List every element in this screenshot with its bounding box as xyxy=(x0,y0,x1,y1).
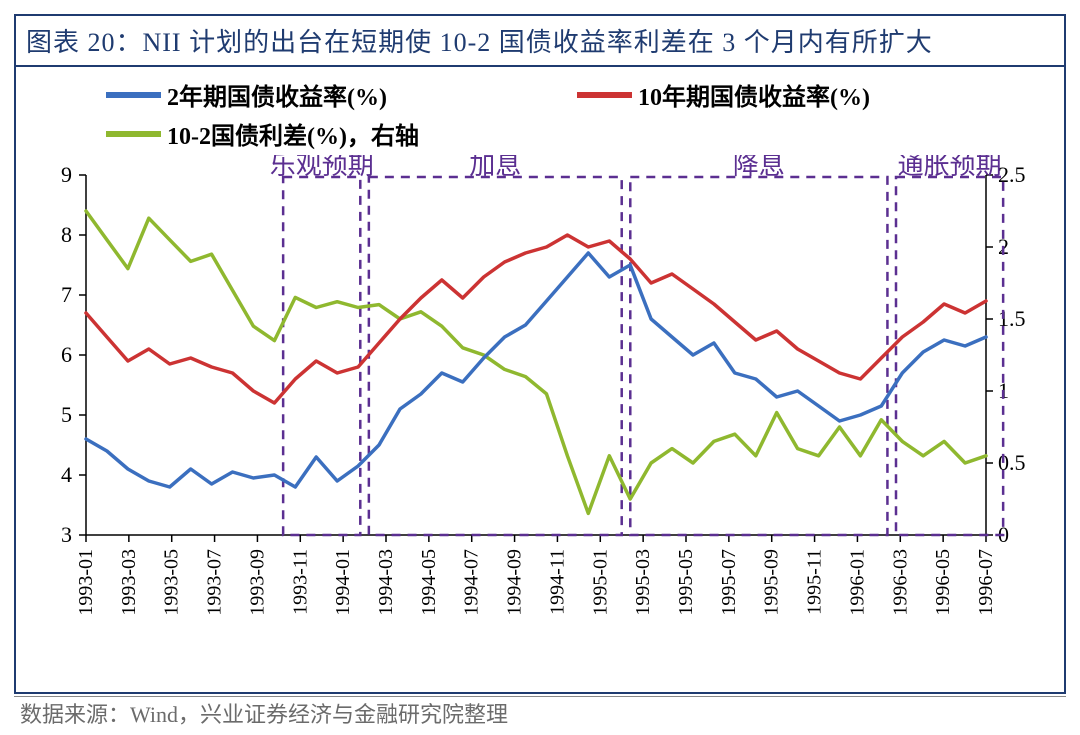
svg-text:加息: 加息 xyxy=(469,155,521,180)
svg-text:1995-11: 1995-11 xyxy=(804,549,826,615)
svg-text:1993-05: 1993-05 xyxy=(161,549,183,616)
frame-inner: 图表 20：NII 计划的出台在短期使 10-2 国债收益率利差在 3 个月内有… xyxy=(16,16,1064,692)
svg-text:7: 7 xyxy=(61,282,72,307)
svg-text:1993-07: 1993-07 xyxy=(204,549,226,616)
line-chart-svg: 345678900.511.522.51993-011993-031993-05… xyxy=(16,155,1056,665)
svg-text:8: 8 xyxy=(61,222,72,247)
legend-swatch-2y xyxy=(106,92,161,98)
svg-text:乐观预期: 乐观预期 xyxy=(270,155,374,180)
legend-swatch-spread xyxy=(106,131,161,137)
svg-text:通胀预期: 通胀预期 xyxy=(898,155,1002,180)
svg-text:1995-01: 1995-01 xyxy=(589,549,611,616)
svg-text:9: 9 xyxy=(61,162,72,187)
legend-item-2y: 2年期国债收益率(%) xyxy=(106,77,387,112)
legend-item-10y: 10年期国债收益率(%) xyxy=(577,77,870,112)
svg-text:1994-09: 1994-09 xyxy=(504,549,526,616)
legend-item-spread: 10-2国债利差(%)，右轴 xyxy=(106,116,419,151)
svg-text:1993-03: 1993-03 xyxy=(118,549,140,616)
svg-text:6: 6 xyxy=(61,342,72,367)
svg-text:降息: 降息 xyxy=(733,155,785,180)
data-source: 数据来源：Wind，兴业证券经济与金融研究院整理 xyxy=(20,697,508,729)
chart-title: 图表 20：NII 计划的出台在短期使 10-2 国债收益率利差在 3 个月内有… xyxy=(16,16,1064,67)
svg-text:1996-05: 1996-05 xyxy=(932,549,954,616)
svg-text:3: 3 xyxy=(61,522,72,547)
svg-text:1994-05: 1994-05 xyxy=(418,549,440,616)
svg-text:1994-07: 1994-07 xyxy=(461,549,483,616)
svg-text:1995-03: 1995-03 xyxy=(632,549,654,616)
legend-label-10y: 10年期国债收益率(%) xyxy=(638,77,870,112)
svg-text:1993-09: 1993-09 xyxy=(246,549,268,616)
legend-label-spread: 10-2国债利差(%)，右轴 xyxy=(167,116,419,151)
svg-text:1995-09: 1995-09 xyxy=(761,549,783,616)
chart-area: 345678900.511.522.51993-011993-031993-05… xyxy=(16,155,1064,692)
svg-text:1993-01: 1993-01 xyxy=(75,549,97,616)
legend-label-2y: 2年期国债收益率(%) xyxy=(167,77,387,112)
svg-text:1995-07: 1995-07 xyxy=(718,549,740,616)
svg-text:1996-03: 1996-03 xyxy=(889,549,911,616)
svg-text:5: 5 xyxy=(61,402,72,427)
legend-swatch-10y xyxy=(577,92,632,98)
chart-frame: 图表 20：NII 计划的出台在短期使 10-2 国债收益率利差在 3 个月内有… xyxy=(14,14,1066,694)
svg-text:1994-11: 1994-11 xyxy=(546,549,568,615)
svg-text:1995-05: 1995-05 xyxy=(675,549,697,616)
svg-text:4: 4 xyxy=(61,462,72,487)
svg-text:1994-03: 1994-03 xyxy=(375,549,397,616)
legend: 2年期国债收益率(%) 10年期国债收益率(%) 10-2国债利差(%)，右轴 xyxy=(16,67,1064,155)
svg-text:1993-11: 1993-11 xyxy=(289,549,311,615)
svg-text:1996-01: 1996-01 xyxy=(846,549,868,616)
svg-text:1994-01: 1994-01 xyxy=(332,549,354,616)
svg-text:1996-07: 1996-07 xyxy=(975,549,997,616)
